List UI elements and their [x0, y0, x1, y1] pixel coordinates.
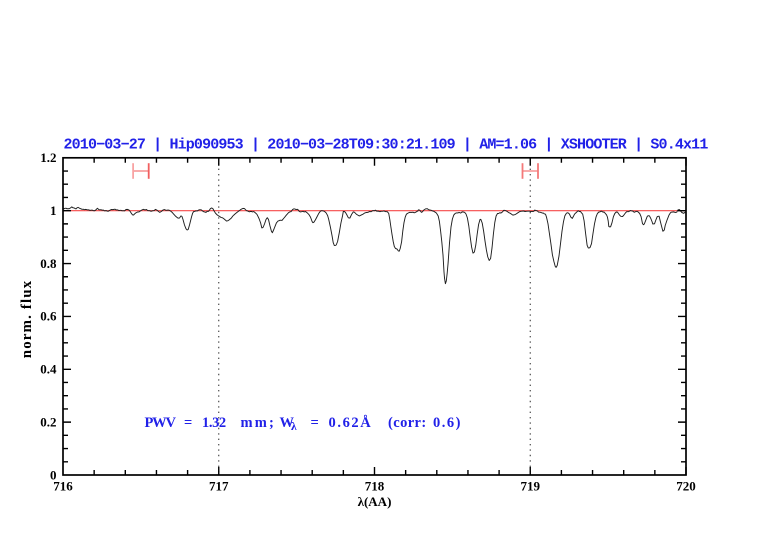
svg-text:0.8: 0.8 — [40, 256, 57, 271]
svg-text:0.6: 0.6 — [40, 309, 57, 324]
svg-text:1.2: 1.2 — [40, 150, 56, 165]
svg-text:2010−03−27 | Hip090953 | 2010−: 2010−03−27 | Hip090953 | 2010−03−28T09:3… — [64, 137, 709, 154]
svg-text:λ(AA): λ(AA) — [358, 494, 392, 509]
svg-text:716: 716 — [53, 479, 73, 494]
svg-text:718: 718 — [365, 479, 385, 494]
svg-text:719: 719 — [520, 479, 540, 494]
svg-text:0.4: 0.4 — [40, 362, 57, 377]
svg-text:0.2: 0.2 — [40, 414, 56, 429]
svg-text:717: 717 — [209, 479, 229, 494]
svg-text:1: 1 — [50, 203, 57, 218]
svg-text:720: 720 — [676, 479, 696, 494]
svg-text:norm. flux: norm. flux — [19, 280, 35, 359]
svg-text:0: 0 — [50, 467, 57, 482]
